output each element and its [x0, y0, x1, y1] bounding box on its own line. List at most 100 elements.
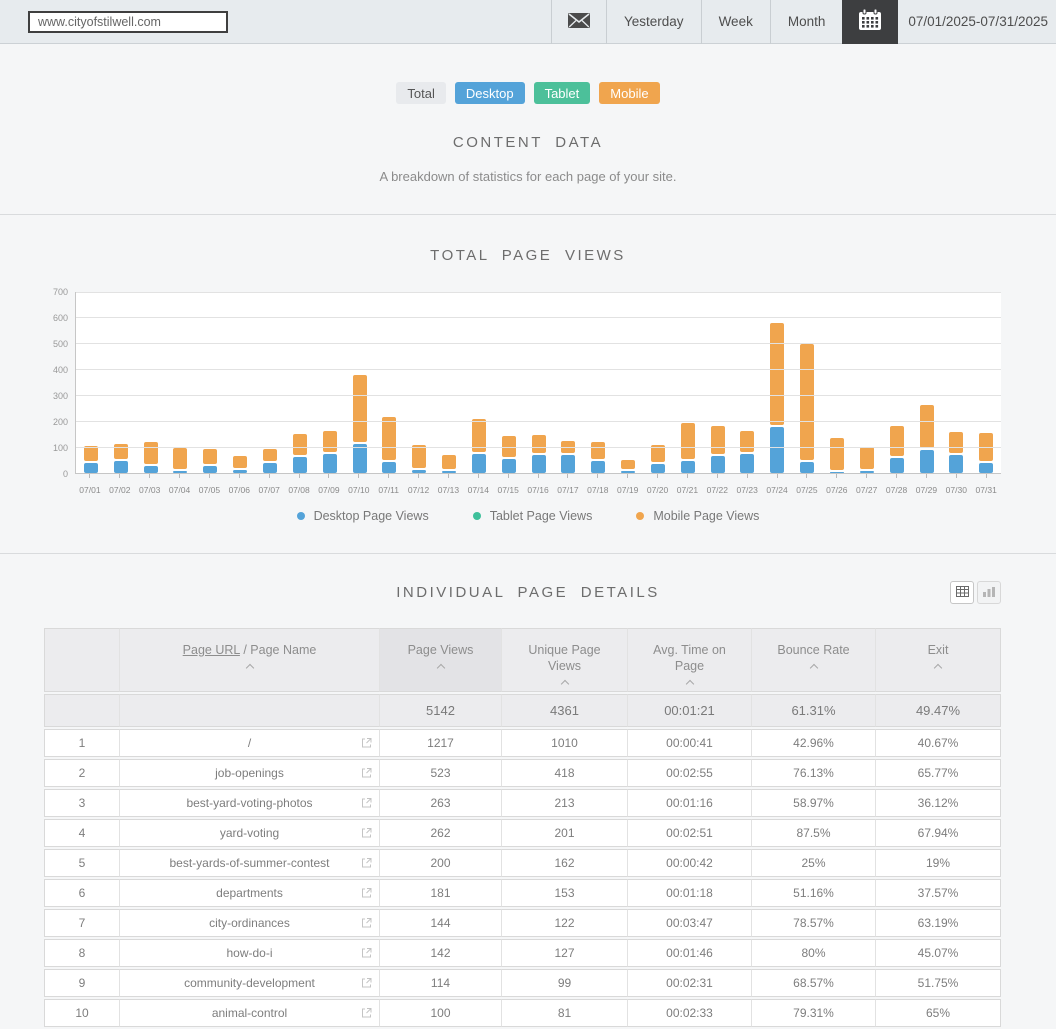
rank-cell: 7	[44, 909, 120, 937]
unique-views-cell: 122	[502, 909, 628, 937]
external-link-icon[interactable]	[361, 948, 372, 959]
table-view-button[interactable]	[950, 581, 974, 604]
desktop-segment	[293, 457, 307, 473]
x-axis-label: 07/28	[882, 474, 912, 498]
bar-column	[941, 432, 971, 473]
desktop-segment	[353, 444, 367, 473]
device-toggle-desktop[interactable]: Desktop	[455, 82, 525, 104]
bar-column	[554, 441, 584, 473]
unique-page-views-column-header[interactable]: Unique Page Views	[502, 628, 628, 692]
bounce-rate-cell: 51.16%	[752, 879, 876, 907]
desktop-segment	[442, 471, 456, 473]
views-cell: 181	[380, 879, 502, 907]
rank-column-header	[44, 628, 120, 692]
x-tick	[328, 474, 329, 478]
avg-time-cell: 00:02:55	[628, 759, 752, 787]
stacked-bar-07/17	[561, 441, 575, 473]
table-row: 7city-ordinances14412200:03:4778.57%63.1…	[44, 909, 1001, 937]
gridline	[76, 447, 1001, 448]
x-tick	[478, 474, 479, 478]
page-url-column-header[interactable]: Page URL / Page Name	[120, 628, 380, 692]
page-name-text: best-yard-voting-photos	[186, 796, 312, 810]
stacked-bar-07/25	[800, 344, 814, 473]
mobile-segment	[293, 434, 307, 456]
desktop-segment	[203, 466, 217, 473]
bar-column	[225, 456, 255, 473]
mail-button[interactable]	[551, 0, 606, 44]
bar-column	[195, 449, 225, 473]
range-month-button[interactable]: Month	[770, 0, 843, 44]
summary-exit: 49.47%	[876, 694, 1001, 727]
mobile-segment	[84, 446, 98, 460]
page-url-link[interactable]: Page URL	[183, 643, 240, 657]
chart-bars	[76, 292, 1001, 473]
desktop-segment	[412, 470, 426, 473]
stacked-bar-07/12	[412, 445, 426, 473]
stacked-bar-07/15	[502, 436, 516, 473]
mobile-segment	[532, 435, 546, 453]
x-tick	[179, 474, 180, 478]
stacked-bar-07/10	[353, 375, 367, 473]
x-axis-label: 07/12	[404, 474, 434, 498]
device-toggle-total[interactable]: Total	[396, 82, 445, 104]
exit-cell: 51.75%	[876, 969, 1001, 997]
desktop-segment	[144, 466, 158, 473]
stacked-bar-07/01	[84, 446, 98, 473]
external-link-icon[interactable]	[361, 798, 372, 809]
external-link-icon[interactable]	[361, 768, 372, 779]
page-details-table: Page URL / Page Name Page Views Unique P…	[44, 626, 1001, 1029]
exit-cell: 36.12%	[876, 789, 1001, 817]
bounce-rate-cell: 58.97%	[752, 789, 876, 817]
external-link-icon[interactable]	[361, 858, 372, 869]
section-divider	[0, 214, 1056, 215]
desktop-segment	[472, 454, 486, 473]
range-week-button[interactable]: Week	[701, 0, 770, 44]
chart-view-button[interactable]	[977, 581, 1001, 604]
bar-column	[315, 431, 345, 473]
page-views-column-header[interactable]: Page Views	[380, 628, 502, 692]
x-axis-label: 07/08	[284, 474, 314, 498]
exit-column-header[interactable]: Exit	[876, 628, 1001, 692]
x-axis-label: 07/05	[195, 474, 225, 498]
toolbar-right-group: Yesterday Week Month 07/01/2025-07/31/20…	[551, 0, 1056, 44]
x-tick	[239, 474, 240, 478]
device-toggle-tablet[interactable]: Tablet	[534, 82, 591, 104]
views-cell: 263	[380, 789, 502, 817]
external-link-icon[interactable]	[361, 888, 372, 899]
avg-time-column-header[interactable]: Avg. Time on Page	[628, 628, 752, 692]
bounce-rate-column-header[interactable]: Bounce Rate	[752, 628, 876, 692]
desktop-segment	[173, 471, 187, 473]
mobile-segment	[353, 375, 367, 443]
desktop-segment	[949, 455, 963, 473]
stacked-bar-07/07	[263, 449, 277, 473]
legend-dot	[297, 512, 305, 520]
calendar-icon	[858, 9, 882, 34]
rank-cell: 10	[44, 999, 120, 1027]
stacked-bar-07/02	[114, 444, 128, 473]
legend-dot	[636, 512, 644, 520]
exit-cell: 40.67%	[876, 729, 1001, 757]
page-name-text: city-ordinances	[209, 916, 290, 930]
rank-cell: 1	[44, 729, 120, 757]
desktop-segment	[830, 472, 844, 473]
x-axis-label: 07/22	[702, 474, 732, 498]
bounce-rate-cell: 68.57%	[752, 969, 876, 997]
table-row: 6departments18115300:01:1851.16%37.57%	[44, 879, 1001, 907]
page-name-label: / Page Name	[240, 643, 316, 657]
mobile-segment	[890, 426, 904, 457]
site-url-input[interactable]	[28, 11, 228, 33]
external-link-icon[interactable]	[361, 978, 372, 989]
external-link-icon[interactable]	[361, 738, 372, 749]
x-axis-label: 07/23	[732, 474, 762, 498]
avg-time-cell: 00:02:51	[628, 819, 752, 847]
bar-column	[404, 445, 434, 473]
calendar-button[interactable]	[842, 0, 898, 44]
device-toggle-mobile[interactable]: Mobile	[599, 82, 659, 104]
desktop-segment	[561, 455, 575, 473]
bar-column	[106, 444, 136, 473]
y-axis-tick-label: 500	[6, 339, 68, 349]
bar-column	[345, 375, 375, 473]
external-link-icon[interactable]	[361, 828, 372, 839]
range-yesterday-button[interactable]: Yesterday	[606, 0, 701, 44]
external-link-icon[interactable]	[361, 918, 372, 929]
